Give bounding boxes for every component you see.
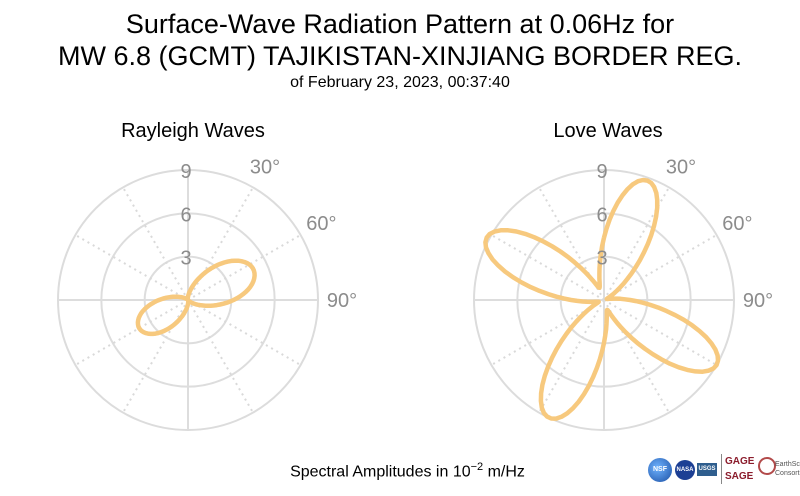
angular-grid-line-120: [603, 299, 718, 366]
radial-tick-label-6: 6: [596, 204, 607, 226]
love-polar-plot: 3 6 9 30° 60° 90°: [473, 157, 773, 431]
usgs-logo-text: USGS: [698, 466, 716, 472]
chart-title-line1: Surface-Wave Radiation Pattern at 0.06Hz…: [125, 9, 675, 39]
angular-tick-label-30: 30°: [250, 157, 280, 179]
chart-title-line2: MW 6.8 (GCMT) TAJIKISTAN-XINJIANG BORDER…: [57, 41, 743, 71]
earthscope-line1: EarthScope: [775, 461, 800, 468]
chart-subtitle: of February 23, 2023, 00:37:40: [290, 74, 510, 91]
radial-tick-label-6: 6: [180, 204, 191, 226]
angular-tick-label-60: 60°: [722, 213, 752, 235]
angular-grid-line-300: [74, 234, 189, 301]
usgs-logo: USGS: [697, 463, 717, 476]
rayleigh-polar-plot: 3 6 9 30° 60° 90°: [57, 157, 357, 431]
angular-grid-line-60: [187, 234, 302, 301]
angular-grid-line-30: [187, 186, 254, 301]
radiation-pattern-curve: [483, 177, 721, 421]
nsf-logo: NSF: [648, 458, 672, 482]
angular-grid-line-60: [603, 234, 718, 301]
earthscope-logo-text: EarthScope Consortium: [775, 460, 800, 478]
angular-grid-line-150: [187, 299, 254, 414]
angular-tick-label-90: 90°: [327, 290, 357, 312]
sage-text: SAGE: [725, 471, 754, 482]
sponsor-logos: NSF NASA USGS GAGE SAGE EarthScope Conso…: [648, 452, 800, 488]
angular-grid-line-210: [122, 299, 189, 414]
gage-text: GAGE: [725, 456, 755, 467]
radial-tick-label-3: 3: [180, 248, 191, 270]
angular-grid-line-240: [490, 299, 605, 366]
radial-tick-label-9: 9: [596, 161, 607, 183]
nasa-logo-text: NASA: [676, 467, 694, 473]
amplitude-units-label: Spectral Amplitudes in 10−2 m/Hz: [0, 455, 800, 484]
earthscope-line2: Consortium: [775, 470, 800, 477]
earthscope-globe-icon: [758, 457, 776, 475]
angular-tick-label-30: 30°: [666, 157, 696, 179]
units-exponent: −2: [470, 461, 484, 473]
radiation-pattern-curve: [135, 258, 257, 337]
units-prefix: Spectral Amplitudes in 10: [290, 463, 471, 481]
angular-grid-line-240: [74, 299, 189, 366]
units-suffix: m/Hz: [483, 463, 525, 481]
angular-grid-line-210: [538, 299, 605, 414]
angular-grid-line-330: [538, 186, 605, 301]
radial-tick-label-9: 9: [180, 161, 191, 183]
gage-sage-logo: GAGE SAGE: [721, 454, 755, 484]
angular-grid-line-300: [490, 234, 605, 301]
love-panel-title: Love Waves: [553, 120, 663, 142]
angular-grid-line-150: [603, 299, 670, 414]
radial-tick-label-3: 3: [596, 248, 607, 270]
nasa-logo: NASA: [675, 460, 695, 480]
rayleigh-panel-title: Rayleigh Waves: [121, 120, 265, 142]
angular-grid-line-330: [122, 186, 189, 301]
nsf-logo-text: NSF: [653, 466, 667, 473]
angular-tick-label-60: 60°: [306, 213, 336, 235]
angular-grid-line-120: [187, 299, 302, 366]
angular-tick-label-90: 90°: [743, 290, 773, 312]
